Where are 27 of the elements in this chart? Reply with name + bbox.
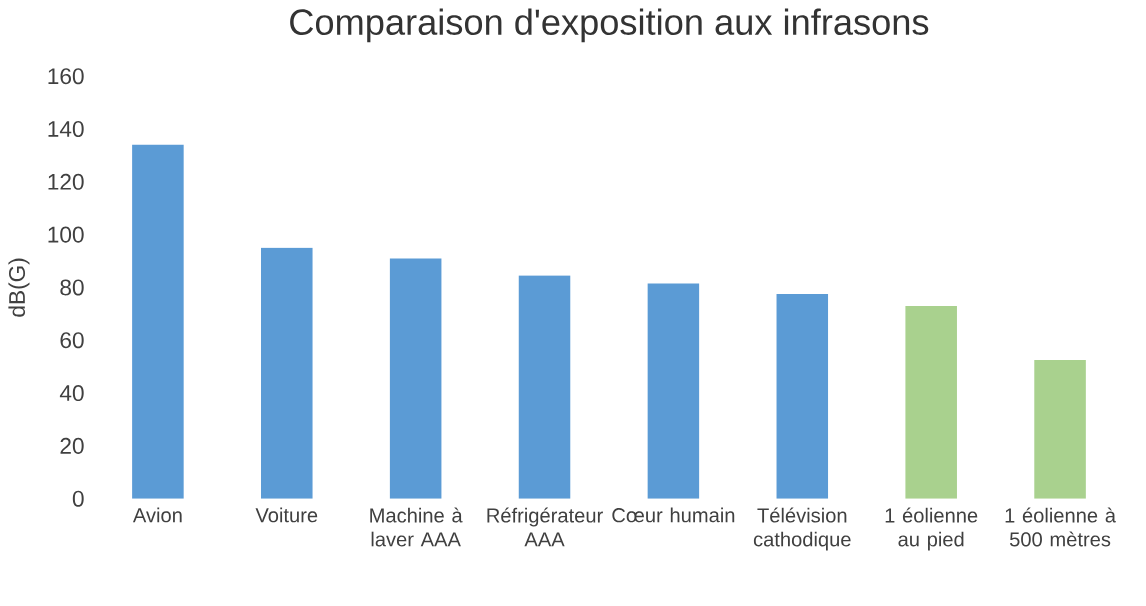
- bar: [776, 294, 829, 499]
- y-tick-label: 100: [48, 226, 84, 243]
- y-tick-label: 120: [48, 173, 84, 190]
- x-tick-label: Voiture: [255, 507, 318, 523]
- bar: [518, 275, 571, 499]
- chart-title: Comparaison d'exposition aux infrasons: [290, 8, 929, 43]
- y-axis-title: dB(G): [8, 258, 30, 317]
- x-tick-label: Réfrigérateur AAA: [487, 507, 603, 547]
- bar: [647, 283, 700, 499]
- bar: [1034, 360, 1086, 499]
- x-tick-label: 1 éolienne au pied: [885, 507, 978, 551]
- y-tick-label: 140: [48, 120, 84, 138]
- x-tick-label: Télévision cathodique: [753, 507, 851, 551]
- bar: [389, 258, 442, 499]
- bar: [132, 144, 184, 499]
- bar: [261, 247, 313, 499]
- y-tick-label: 40: [59, 384, 84, 402]
- x-tick-label: Machine à laver AAA: [370, 507, 463, 547]
- y-tick-label: 0: [72, 490, 84, 507]
- y-tick-label: 60: [60, 332, 84, 349]
- y-tick-label: 160: [48, 68, 84, 85]
- x-tick-label: Cœur humain: [612, 507, 735, 523]
- y-tick-label: 20: [60, 437, 84, 454]
- x-tick-label: Avion: [132, 507, 182, 523]
- x-tick-label: 1 éolienne à 500 mètres: [1005, 507, 1116, 547]
- bar: [905, 305, 957, 499]
- y-tick-label: 80: [60, 279, 84, 296]
